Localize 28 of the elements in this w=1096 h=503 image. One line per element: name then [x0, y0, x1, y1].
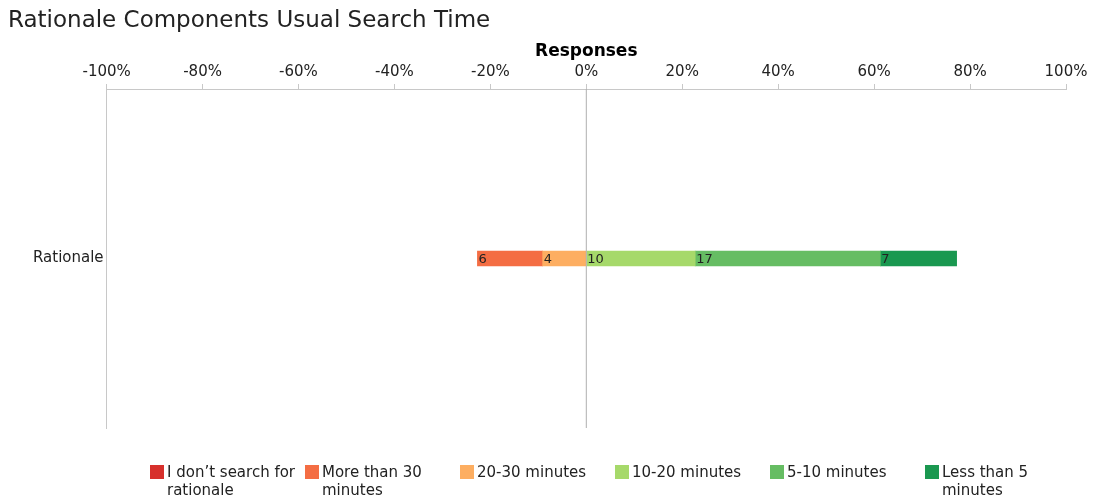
x-tick-label: -20% — [470, 61, 510, 80]
x-tick-label: -100% — [82, 61, 131, 80]
legend-label: 10-20 minutes — [632, 463, 742, 481]
x-tick-label: 20% — [665, 61, 699, 80]
bar — [694, 250, 881, 267]
x-tick-label: 40% — [761, 61, 795, 80]
x-tick-label: 0% — [574, 61, 599, 80]
annotation: 4 — [543, 250, 552, 266]
bar — [586, 250, 696, 267]
chart-title: Rationale Components Usual Search Time — [8, 6, 491, 32]
x-tick-label: 80% — [953, 61, 987, 80]
x-tick-label: -40% — [375, 61, 414, 80]
legend-label: 5-10 minutes — [787, 463, 887, 481]
legend-label: Less than 5 minutes — [942, 463, 1030, 499]
annotation: 17 — [696, 250, 713, 266]
annotation: 6 — [478, 250, 487, 266]
x-tick-label: 60% — [857, 61, 891, 80]
annotation: 7 — [881, 250, 890, 266]
bar — [880, 250, 957, 267]
y-tick-label: Rationale — [33, 248, 104, 267]
x-axis-title: Responses — [535, 40, 638, 60]
x-tick-label: -80% — [183, 61, 222, 80]
x-tick-label: 100% — [1044, 61, 1088, 80]
legend-label: More than 30 minutes — [322, 463, 423, 499]
legend-label: I don’t search for rationale — [167, 463, 297, 499]
x-tick-label: -60% — [279, 61, 318, 80]
annotation: 10 — [587, 250, 604, 266]
legend-label: 20-30 minutes — [477, 463, 587, 481]
